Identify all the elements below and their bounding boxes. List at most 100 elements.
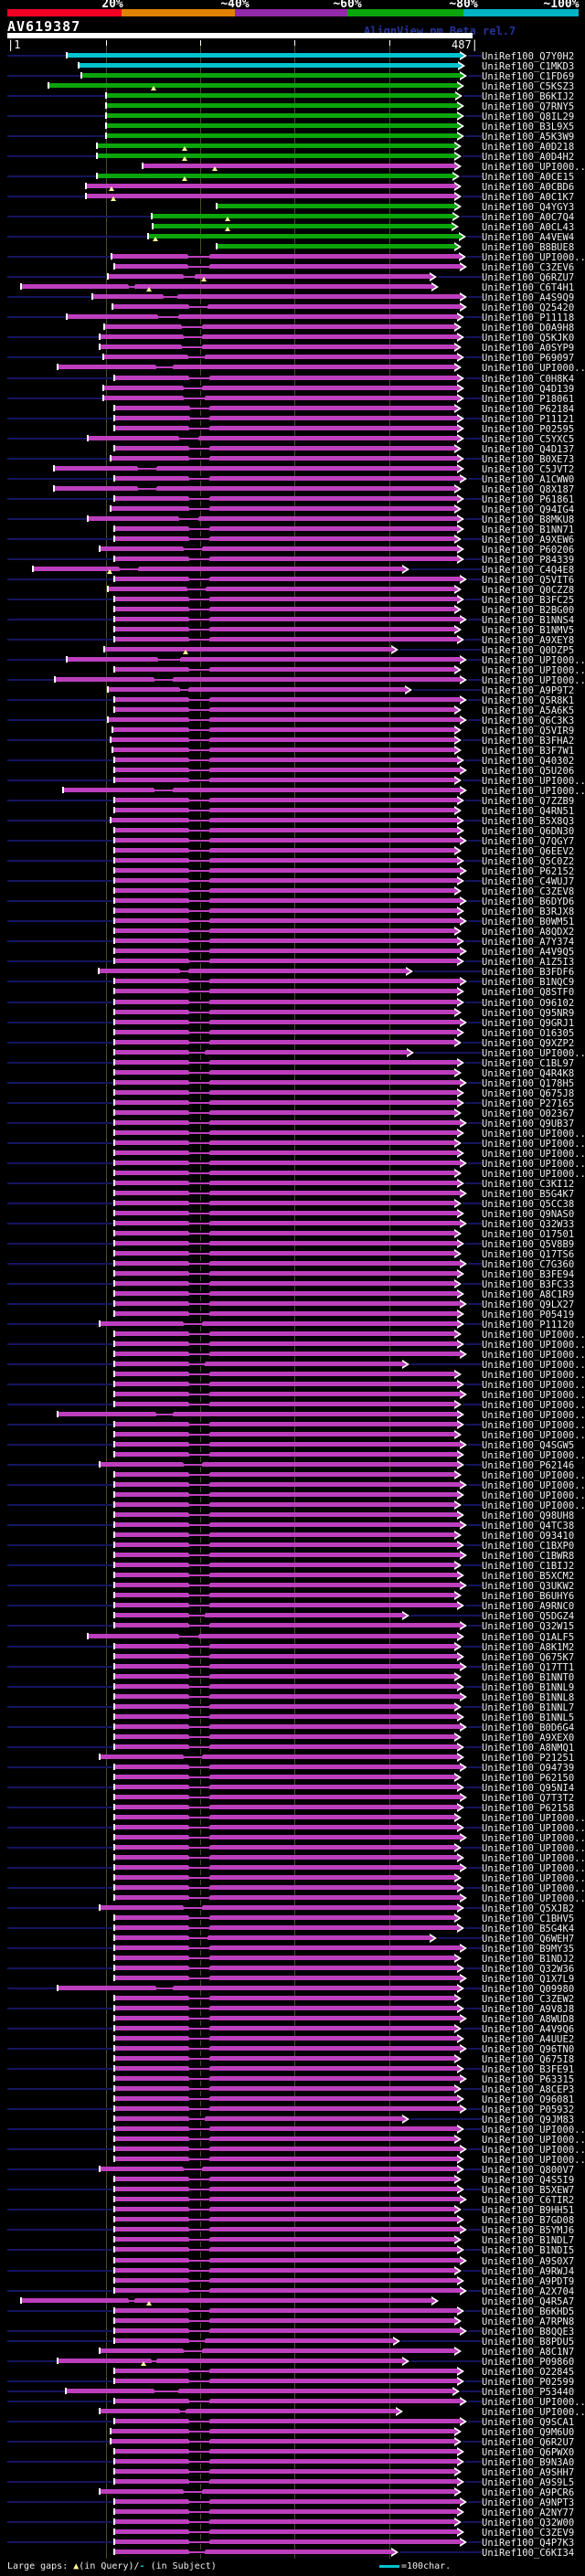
hit-bar[interactable] [113,2187,457,2192]
hit-bar[interactable] [113,1300,460,1306]
hit-bar[interactable] [113,626,454,631]
hit-accession-label[interactable]: UniRef100_UPI000.. [482,1862,585,1874]
hit-bar[interactable] [110,818,457,823]
hit-accession-label[interactable]: UniRef100_B3F7W1 [482,746,575,758]
hit-accession-label[interactable]: UniRef100_B1NNL5 [482,1712,575,1723]
hit-bar[interactable] [113,2287,460,2293]
hit-bar[interactable] [113,2136,454,2142]
hit-accession-label[interactable]: UniRef100_UPI000.. [482,1430,585,1442]
hit-bar[interactable] [66,314,457,320]
hit-bar[interactable] [113,1966,457,1971]
hit-bar[interactable] [113,1693,460,1699]
hit-bar[interactable] [113,1442,460,1447]
hit-accession-label[interactable]: UniRef100_P09860 [482,2356,575,2368]
hit-accession-label[interactable]: UniRef100_UPI000.. [482,363,585,375]
hit-bar[interactable] [113,2508,457,2514]
hit-accession-label[interactable]: UniRef100_P60206 [482,544,575,556]
hit-bar[interactable] [113,1542,457,1548]
hit-accession-label[interactable]: UniRef100_D0A9H8 [482,323,575,334]
hit-accession-label[interactable]: UniRef100_B1NNL9 [482,1681,575,1693]
hit-accession-label[interactable]: UniRef100_P11121 [482,413,575,425]
hit-accession-label[interactable]: UniRef100_UPI000.. [482,1852,585,1864]
hit-bar[interactable] [110,737,454,743]
hit-bar[interactable] [113,1160,460,1165]
hit-accession-label[interactable]: UniRef100_C1BHV5 [482,1913,575,1924]
hit-bar[interactable] [113,768,460,773]
hit-accession-label[interactable]: UniRef100_UPI000.. [482,1420,585,1432]
hit-bar[interactable] [113,666,454,672]
hit-accession-label[interactable]: UniRef100_UPI000.. [482,1450,585,1462]
hit-accession-label[interactable]: UniRef100_UPI000.. [482,1500,585,1512]
hit-bar[interactable] [113,707,454,713]
hit-accession-label[interactable]: UniRef100_Q98UH8 [482,1511,575,1522]
hit-accession-label[interactable]: UniRef100_Q8STF0 [482,987,575,999]
hit-bar[interactable] [113,1240,457,1246]
hit-bar[interactable] [105,133,457,139]
hit-accession-label[interactable]: UniRef100_Q6EEV2 [482,846,575,858]
hit-accession-label[interactable]: UniRef100_A9RNC0 [482,1601,575,1613]
hit-accession-label[interactable]: UniRef100_UPI000.. [482,664,585,676]
hit-accession-label[interactable]: UniRef100_UPI000.. [482,1400,585,1412]
hit-bar[interactable] [112,727,454,733]
hit-bar[interactable] [53,485,454,491]
hit-accession-label[interactable]: UniRef100_C6KI34 [482,2547,575,2559]
hit-bar[interactable] [99,2408,396,2413]
hit-bar[interactable] [96,174,452,179]
hit-bar[interactable] [113,1663,460,1669]
hit-bar[interactable] [113,2177,454,2182]
hit-bar[interactable] [113,1502,454,1508]
hit-accession-label[interactable]: UniRef100_P18061 [482,393,575,405]
hit-accession-label[interactable]: UniRef100_UPI000.. [482,1842,585,1854]
hit-accession-label[interactable]: UniRef100_B6DYD6 [482,896,575,908]
hit-accession-label[interactable]: UniRef100_Q7ZZB9 [482,796,575,808]
hit-bar[interactable] [113,1794,460,1799]
hit-accession-label[interactable]: UniRef100_UPI000.. [482,1128,585,1140]
hit-bar[interactable] [113,838,460,843]
hit-accession-label[interactable]: UniRef100_P84339 [482,554,575,566]
hit-bar[interactable] [57,1412,457,1417]
hit-bar[interactable] [113,425,457,430]
hit-bar[interactable] [113,1280,454,1286]
hit-bar[interactable] [113,525,457,531]
hit-accession-label[interactable]: UniRef100_Q4TC38 [482,1521,575,1532]
hit-bar[interactable] [142,164,454,169]
hit-accession-label[interactable]: UniRef100_Q96TN0 [482,2044,575,2056]
hit-bar[interactable] [113,868,460,874]
hit-bar[interactable] [87,1633,457,1638]
hit-accession-label[interactable]: UniRef100_Q95NI4 [482,1782,575,1794]
hit-accession-label[interactable]: UniRef100_A0D218 [482,142,575,154]
hit-accession-label[interactable]: UniRef100_A4V9Q6 [482,2024,575,2036]
hit-accession-label[interactable]: UniRef100_UPI000.. [482,2135,585,2147]
hit-accession-label[interactable]: UniRef100_UPI000.. [482,2406,585,2418]
hit-bar[interactable] [113,2066,457,2072]
hit-bar[interactable] [66,53,460,58]
hit-accession-label[interactable]: UniRef100_C1FD69 [482,71,575,83]
hit-bar[interactable] [113,1059,457,1065]
hit-accession-label[interactable]: UniRef100_P62146 [482,1460,575,1472]
hit-accession-label[interactable]: UniRef100_UPI000.. [482,1330,585,1341]
hit-bar[interactable] [113,878,457,884]
hit-bar[interactable] [113,1180,457,1185]
hit-accession-label[interactable]: UniRef100_Q4P7K3 [482,2537,575,2549]
hit-accession-label[interactable]: UniRef100_B5XCM2 [482,1571,575,1583]
hit-accession-label[interactable]: UniRef100_O16305 [482,1027,575,1039]
hit-accession-label[interactable]: UniRef100_C3ZEW2 [482,1994,575,2006]
hit-bar[interactable] [113,848,454,853]
hit-bar[interactable] [113,888,454,894]
hit-accession-label[interactable]: UniRef100_Q5C0Z2 [482,856,575,868]
hit-bar[interactable] [113,2337,393,2343]
hit-accession-label[interactable]: UniRef100_Q32W36 [482,1964,575,1976]
hit-accession-label[interactable]: UniRef100_Q4R4K8 [482,1067,575,1079]
hit-bar[interactable] [113,1884,457,1890]
hit-accession-label[interactable]: UniRef100_A2NY77 [482,2507,575,2518]
hit-accession-label[interactable]: UniRef100_O96081 [482,2094,575,2106]
hit-accession-label[interactable]: UniRef100_A8C1N7 [482,2346,575,2358]
hit-bar[interactable] [113,1512,457,1518]
hit-accession-label[interactable]: UniRef100_B1NNL7 [482,1701,575,1713]
hit-accession-label[interactable]: UniRef100_Q178H5 [482,1077,575,1089]
hit-bar[interactable] [113,1210,457,1215]
hit-bar[interactable] [113,1099,457,1105]
hit-accession-label[interactable]: UniRef100_B1NQC9 [482,977,575,989]
hit-accession-label[interactable]: UniRef100_Q94IG4 [482,504,575,515]
hit-bar[interactable] [113,2237,454,2242]
